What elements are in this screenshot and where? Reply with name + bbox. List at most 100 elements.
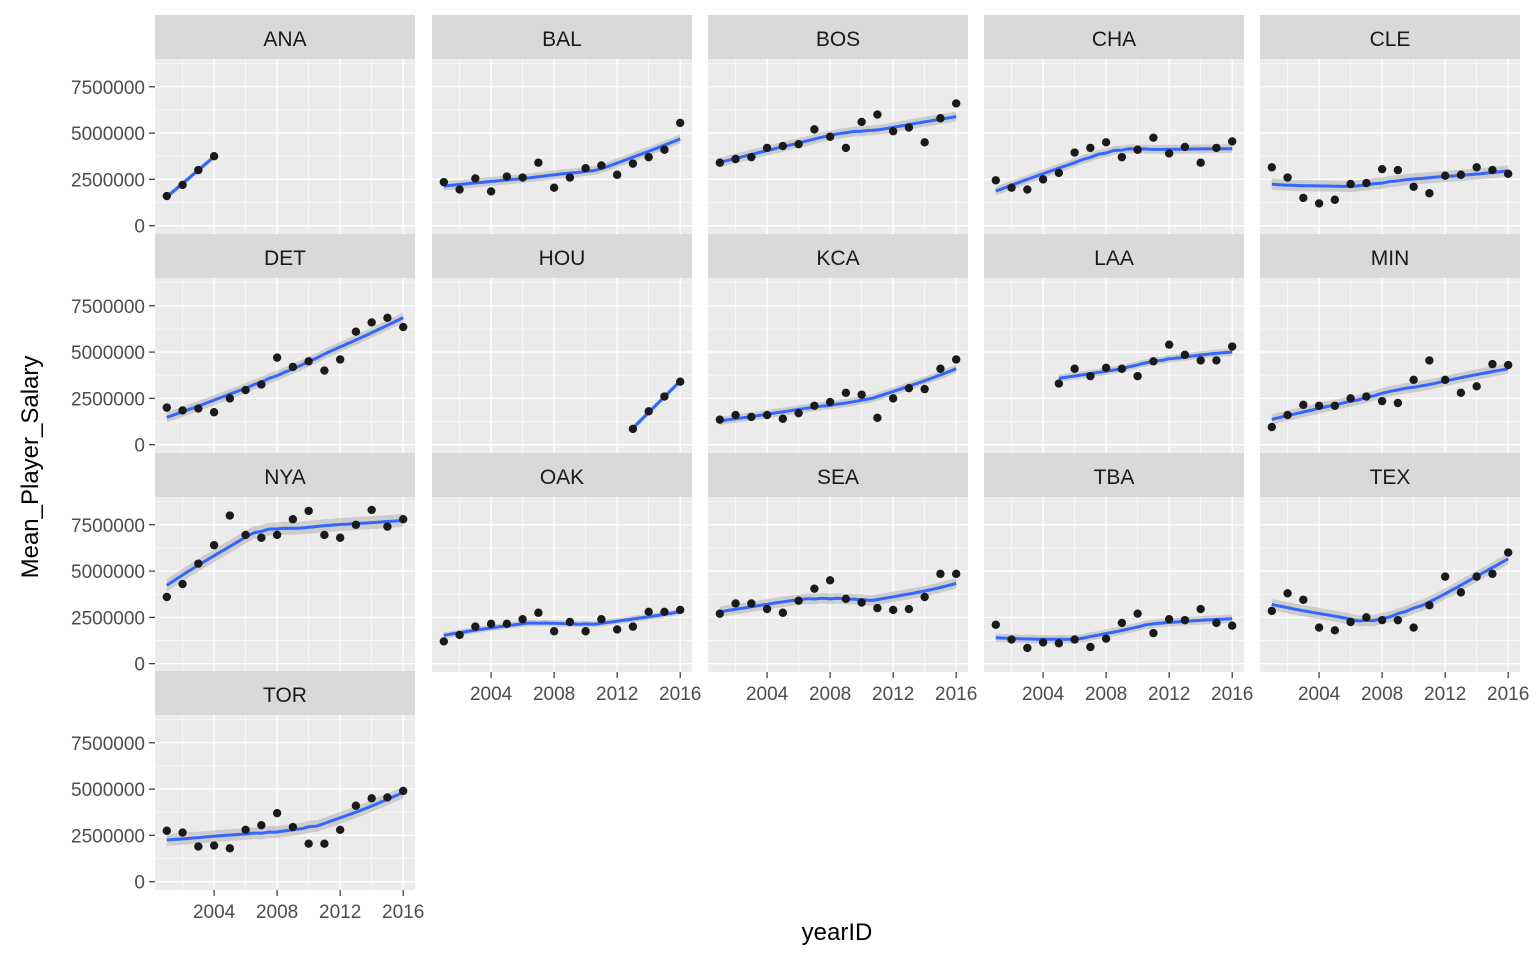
data-point bbox=[534, 608, 543, 617]
facet-panel bbox=[1260, 59, 1520, 234]
data-point bbox=[644, 607, 653, 617]
data-point bbox=[1299, 193, 1308, 203]
data-point bbox=[1346, 617, 1355, 627]
data-point bbox=[1425, 189, 1434, 198]
data-point bbox=[1409, 182, 1418, 191]
x-tick-label: 2012 bbox=[1148, 684, 1190, 705]
data-point bbox=[857, 117, 866, 127]
data-point bbox=[810, 401, 819, 410]
facet-strip-label: KCA bbox=[816, 247, 859, 270]
data-point bbox=[810, 125, 819, 134]
data-point bbox=[1196, 158, 1205, 167]
y-tick-label: 2500000 bbox=[71, 608, 145, 629]
data-point bbox=[628, 159, 638, 168]
facet-cle: CLE bbox=[1260, 15, 1520, 234]
y-tick-label: 7500000 bbox=[71, 78, 145, 99]
x-axis-title: yearID bbox=[802, 919, 873, 946]
x-tick-label: 2008 bbox=[1361, 684, 1403, 705]
data-point bbox=[1149, 628, 1158, 638]
data-point bbox=[644, 152, 653, 162]
data-point bbox=[1314, 401, 1324, 410]
data-point bbox=[1299, 595, 1308, 604]
data-point bbox=[1330, 195, 1340, 204]
facet-strip bbox=[708, 234, 968, 278]
data-point bbox=[455, 630, 464, 640]
data-point bbox=[209, 841, 219, 850]
data-point bbox=[1180, 350, 1190, 360]
data-point bbox=[936, 114, 945, 123]
y-tick-label: 5000000 bbox=[71, 343, 145, 364]
smooth-line bbox=[165, 518, 404, 587]
data-point bbox=[549, 183, 559, 192]
data-point bbox=[1054, 379, 1064, 388]
data-point bbox=[841, 594, 851, 604]
data-point bbox=[873, 413, 882, 423]
data-point bbox=[825, 576, 835, 585]
data-point bbox=[351, 327, 361, 336]
facet-panel bbox=[432, 278, 692, 453]
data-point bbox=[1503, 169, 1513, 179]
facet-panel bbox=[708, 497, 968, 672]
data-point bbox=[951, 99, 961, 108]
data-point bbox=[904, 123, 914, 132]
x-tick-label: 2004 bbox=[1298, 684, 1341, 705]
data-point bbox=[1377, 615, 1387, 625]
confidence-band bbox=[166, 786, 404, 846]
data-point bbox=[1196, 604, 1205, 614]
facet-panel bbox=[984, 278, 1244, 453]
data-point bbox=[518, 615, 527, 624]
data-point bbox=[1038, 638, 1048, 647]
data-point bbox=[1472, 382, 1481, 391]
data-point bbox=[178, 828, 187, 837]
facet-strip bbox=[984, 234, 1244, 278]
data-point bbox=[1472, 572, 1481, 581]
data-point bbox=[904, 604, 914, 614]
y-tick-label: 7500000 bbox=[71, 297, 145, 318]
data-point bbox=[383, 793, 392, 802]
data-point bbox=[1101, 363, 1111, 373]
facet-strip-label: CHA bbox=[1092, 28, 1136, 51]
facet-strip bbox=[155, 453, 415, 497]
data-point bbox=[644, 407, 653, 416]
data-point bbox=[888, 127, 898, 136]
facet-laa: LAA bbox=[984, 234, 1244, 453]
data-point bbox=[1227, 137, 1237, 146]
facet-panel bbox=[155, 278, 415, 453]
data-point bbox=[335, 355, 345, 364]
data-point bbox=[398, 786, 408, 796]
data-point bbox=[1456, 588, 1466, 597]
data-point bbox=[320, 839, 329, 848]
facet-strip-label: OAK bbox=[540, 466, 584, 489]
y-axis-title: Mean_Player_Salary bbox=[17, 356, 44, 579]
data-point bbox=[178, 579, 187, 589]
data-point bbox=[1330, 401, 1340, 410]
data-point bbox=[873, 110, 882, 119]
x-tick-label: 2008 bbox=[809, 684, 851, 705]
facet-strip-label: ANA bbox=[263, 28, 306, 51]
data-point bbox=[225, 511, 235, 520]
data-point bbox=[778, 414, 788, 423]
data-point bbox=[162, 403, 172, 412]
data-point bbox=[1180, 142, 1190, 152]
data-point bbox=[920, 384, 929, 394]
data-point bbox=[1086, 642, 1095, 652]
x-tick-label: 2004 bbox=[470, 684, 513, 705]
y-tick-label: 7500000 bbox=[71, 516, 145, 537]
data-point bbox=[1117, 618, 1127, 628]
data-point bbox=[534, 158, 543, 167]
data-point bbox=[581, 164, 590, 173]
facet-kca: KCA bbox=[708, 234, 968, 453]
data-point bbox=[1133, 371, 1142, 381]
data-point bbox=[304, 506, 313, 516]
data-point bbox=[1007, 635, 1016, 644]
data-point bbox=[178, 180, 187, 190]
data-point bbox=[1346, 394, 1355, 403]
data-point bbox=[398, 322, 408, 332]
data-point bbox=[241, 825, 250, 835]
data-point bbox=[320, 366, 329, 375]
confidence-band bbox=[719, 364, 957, 425]
y-tick-label: 0 bbox=[134, 873, 145, 894]
x-tick-label: 2004 bbox=[746, 684, 789, 705]
data-point bbox=[1023, 643, 1032, 653]
